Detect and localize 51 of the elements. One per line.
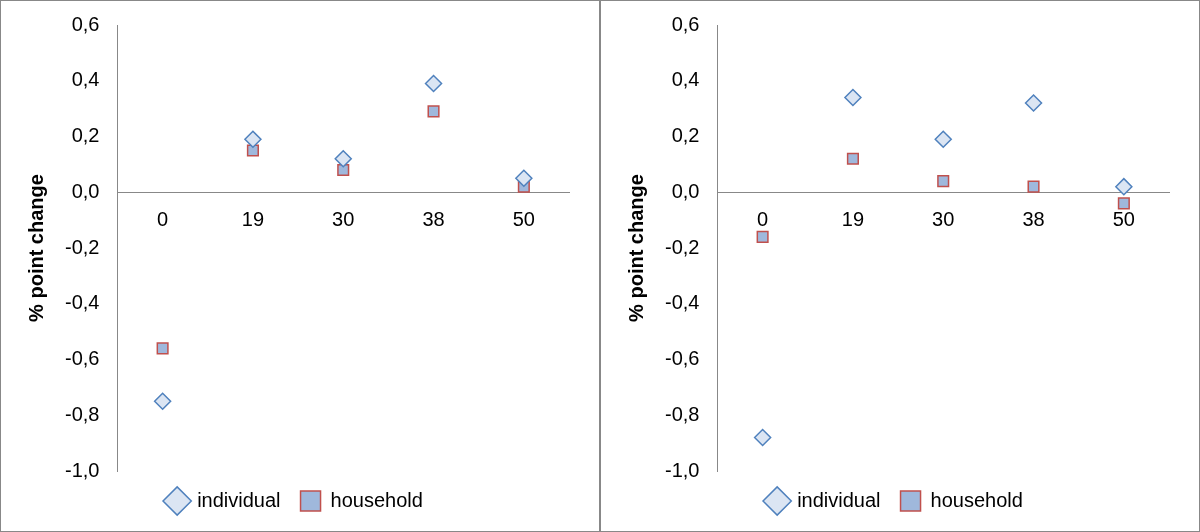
y-tick-label: -1,0 [64, 458, 100, 481]
point [934, 130, 952, 149]
x-tick-label: 0 [157, 207, 169, 230]
point [427, 105, 440, 118]
point [937, 175, 950, 188]
x-tick-label: 19 [241, 207, 265, 230]
y-tick-label: 0,6 [71, 12, 100, 35]
x-tick-label: 0 [757, 207, 769, 230]
point [156, 342, 169, 355]
y-tick-label: -0,2 [664, 235, 700, 258]
y-tick-label: 0,0 [671, 179, 700, 202]
point [1117, 197, 1130, 210]
point [1024, 94, 1043, 112]
legend-label: individual [797, 488, 881, 511]
y-tick-label: 0,2 [71, 124, 100, 147]
y-tick-label: 0,0 [71, 179, 100, 202]
y-tick-label: -1,0 [664, 458, 700, 481]
point [334, 150, 352, 168]
y-tick-label: -0,8 [64, 402, 100, 425]
x-tick-label: 50 [1112, 207, 1135, 230]
y-tick-label: -0,4 [64, 291, 100, 314]
y-tick-label: -0,8 [664, 402, 700, 425]
x-tick-label: 38 [422, 207, 445, 230]
y-tick-label: -0,4 [664, 291, 700, 314]
point [515, 169, 533, 188]
y-tick-label: 0,4 [671, 68, 700, 91]
x-tick-label: 38 [1022, 207, 1045, 230]
y-tick-label: -0,6 [64, 347, 100, 370]
y-tick-label: -0,6 [664, 347, 700, 370]
point [846, 152, 859, 165]
point [424, 74, 443, 93]
point [844, 88, 862, 107]
x-tick-label: 19 [841, 207, 865, 230]
legend-label: household [930, 488, 1023, 511]
point [244, 130, 262, 149]
y-axis-title: % point change [624, 174, 647, 322]
point [1027, 180, 1040, 193]
legend-label: household [330, 488, 423, 511]
point [756, 230, 769, 243]
x-tick-label: 30 [332, 207, 355, 230]
point [1115, 177, 1133, 196]
legend-label: individual [197, 488, 281, 511]
point [153, 392, 172, 411]
x-tick-label: 50 [512, 207, 535, 230]
y-tick-label: 0,6 [671, 12, 700, 35]
y-tick-label: 0,2 [671, 124, 700, 147]
x-tick-label: 30 [932, 207, 955, 230]
y-axis-title: % point change [24, 174, 47, 322]
point [753, 428, 772, 447]
y-tick-label: -0,2 [64, 235, 100, 258]
y-tick-label: 0,4 [71, 68, 100, 91]
